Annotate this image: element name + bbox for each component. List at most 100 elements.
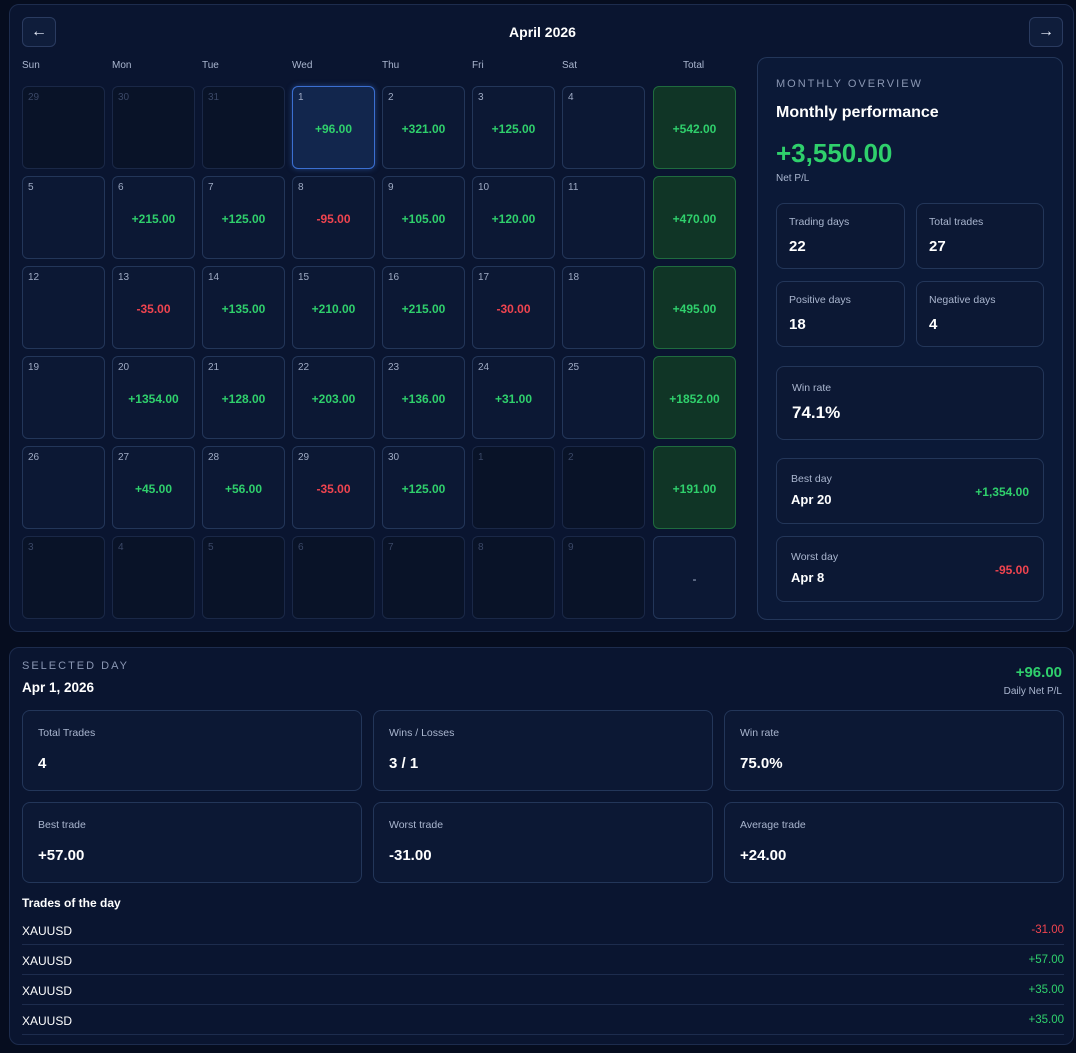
day-number: 28 (208, 452, 220, 463)
calendar-day-cell[interactable]: 15 +210.00 (292, 266, 375, 349)
trade-symbol: XAUUSD (22, 1014, 73, 1028)
day-number: 30 (388, 452, 400, 463)
positive-days-card: Positive days 18 (776, 281, 905, 347)
calendar-day-cell[interactable]: 4 (112, 536, 195, 619)
day-pl-value: +135.00 (221, 302, 266, 316)
day-pl-value: +215.00 (131, 212, 176, 226)
trade-row[interactable]: XAUUSD +57.00 (22, 945, 1064, 975)
calendar-day-cell[interactable]: 10 +120.00 (472, 176, 555, 259)
stat-label: Wins / Losses (389, 727, 455, 739)
calendar-day-cell[interactable]: 16 +215.00 (382, 266, 465, 349)
calendar-day-cell[interactable]: 2 (562, 446, 645, 529)
calendar-day-cell[interactable]: 7 +125.00 (202, 176, 285, 259)
calendar-day-cell[interactable]: 8 -95.00 (292, 176, 375, 259)
calendar-day-cell[interactable]: 12 (22, 266, 105, 349)
calendar-day-cell[interactable]: 24 +31.00 (472, 356, 555, 439)
calendar-day-cell[interactable]: 30 (112, 86, 195, 169)
day-number: 30 (118, 92, 130, 103)
win-rate-value: 74.1% (792, 403, 841, 422)
calendar-day-cell[interactable]: 9 (562, 536, 645, 619)
calendar-day-cell[interactable]: 14 +135.00 (202, 266, 285, 349)
calendar-day-cell[interactable]: 26 (22, 446, 105, 529)
calendar-day-cell[interactable]: 23 +136.00 (382, 356, 465, 439)
best-day-value: +1,354.00 (975, 485, 1029, 499)
calendar-day-cell[interactable]: 21 +128.00 (202, 356, 285, 439)
calendar-day-cell[interactable]: 18 (562, 266, 645, 349)
trading-days-value: 22 (789, 238, 806, 255)
weekday-label: Mon (112, 60, 132, 71)
weekday-label: Total (683, 60, 705, 71)
wins-losses-stat: Wins / Losses 3 / 1 (373, 710, 713, 791)
calendar-day-cell[interactable]: 27 +45.00 (112, 446, 195, 529)
calendar-day-cell[interactable]: 6 +215.00 (112, 176, 195, 259)
calendar-day-cell[interactable]: 28 +56.00 (202, 446, 285, 529)
calendar-day-cell[interactable]: 19 (22, 356, 105, 439)
worst-day-label: Worst day (791, 551, 839, 563)
selected-day-label: SELECTED DAY (22, 660, 129, 672)
calendar-day-cell[interactable]: 17 -30.00 (472, 266, 555, 349)
day-pl-value: +215.00 (401, 302, 446, 316)
day-number: 19 (28, 362, 40, 373)
day-number: 3 (478, 92, 484, 103)
best-day-card: Best day Apr 20 +1,354.00 (776, 458, 1044, 524)
day-number: 2 (388, 92, 394, 103)
calendar-day-cell[interactable]: 9 +105.00 (382, 176, 465, 259)
day-pl-value: +210.00 (311, 302, 356, 316)
stat-value: 75.0% (740, 755, 783, 772)
selected-day-panel: SELECTED DAY Apr 1, 2026 +96.00 Daily Ne… (9, 647, 1074, 1045)
calendar-day-cell[interactable]: 11 (562, 176, 645, 259)
weekday-label: Sat (562, 60, 578, 71)
calendar-day-cell[interactable]: 5 (202, 536, 285, 619)
calendar-day-cell[interactable]: 8 (472, 536, 555, 619)
day-number: 2 (568, 452, 574, 463)
week-total-cell: +191.00 (653, 446, 736, 529)
day-number: 23 (388, 362, 400, 373)
day-number: 7 (208, 182, 214, 193)
calendar-day-cell[interactable]: 20 +1354.00 (112, 356, 195, 439)
calendar-day-cell[interactable]: 29 -35.00 (292, 446, 375, 529)
calendar-day-cell[interactable]: 3 +125.00 (472, 86, 555, 169)
calendar-day-cell[interactable]: 7 (382, 536, 465, 619)
calendar-day-cell[interactable]: 1 (472, 446, 555, 529)
arrow-left-icon: ← (31, 23, 47, 40)
weekday-label: Thu (382, 60, 400, 71)
weekday-label: Wed (292, 60, 313, 71)
day-number: 8 (478, 542, 484, 553)
calendar-day-cell[interactable]: 25 (562, 356, 645, 439)
best-day-label: Best day (791, 473, 832, 485)
calendar-day-cell[interactable]: 6 (292, 536, 375, 619)
week-total-value: +470.00 (672, 212, 717, 226)
stat-value: +24.00 (740, 847, 787, 864)
trade-amount: +57.00 (1028, 954, 1065, 966)
calendar-day-cell[interactable]: 1 +96.00 (292, 86, 375, 169)
calendar-day-cell[interactable]: 2 +321.00 (382, 86, 465, 169)
trading-days-card: Trading days 22 (776, 203, 905, 269)
trade-symbol: XAUUSD (22, 924, 73, 938)
calendar-day-cell[interactable]: 3 (22, 536, 105, 619)
next-month-button[interactable]: → (1029, 17, 1063, 47)
stat-value: 4 (38, 755, 47, 772)
negative-days-value: 4 (929, 316, 938, 333)
calendar-day-cell[interactable]: 4 (562, 86, 645, 169)
negative-days-label: Negative days (929, 294, 996, 306)
arrow-right-icon: → (1038, 23, 1054, 40)
calendar-day-cell[interactable]: 5 (22, 176, 105, 259)
day-pl-value: +56.00 (224, 482, 263, 496)
calendar-day-cell[interactable]: 29 (22, 86, 105, 169)
trade-symbol: XAUUSD (22, 954, 73, 968)
day-pl-value: +125.00 (491, 122, 536, 136)
trade-row[interactable]: XAUUSD -31.00 (22, 915, 1064, 945)
day-number: 22 (298, 362, 310, 373)
calendar-day-cell[interactable]: 30 +125.00 (382, 446, 465, 529)
trade-row[interactable]: XAUUSD +35.00 (22, 1005, 1064, 1035)
previous-month-button[interactable]: ← (22, 17, 56, 47)
net-pl-value: +3,550.00 (776, 138, 893, 168)
day-number: 13 (118, 272, 130, 283)
calendar-day-cell[interactable]: 22 +203.00 (292, 356, 375, 439)
calendar-day-cell[interactable]: 13 -35.00 (112, 266, 195, 349)
day-number: 4 (568, 92, 574, 103)
trade-row[interactable]: XAUUSD +35.00 (22, 975, 1064, 1005)
calendar-day-cell[interactable]: 31 (202, 86, 285, 169)
day-number: 1 (478, 452, 484, 463)
day-pl-value: +96.00 (314, 122, 353, 136)
